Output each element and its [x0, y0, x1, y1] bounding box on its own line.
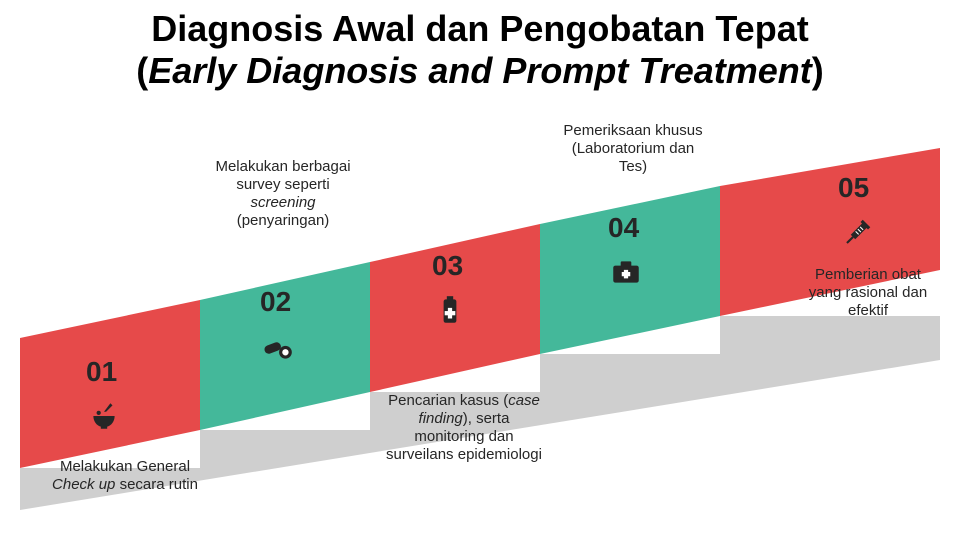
step-label-02: Melakukan berbagai survey seperti screen… [208, 158, 358, 230]
syringe-icon [836, 214, 876, 254]
mortar-pestle-icon [84, 396, 124, 436]
step-number-02: 02 [260, 286, 291, 318]
slide-container: Diagnosis Awal dan Pengobatan Tepat (Ear… [0, 0, 960, 540]
step-label-01: Melakukan General Check up secara rutin [50, 458, 200, 494]
step-label-03: Pencarian kasus (case finding), serta mo… [384, 392, 544, 464]
battery-plus-icon [430, 290, 470, 330]
step-number-03: 03 [432, 250, 463, 282]
step-number-05: 05 [838, 172, 869, 204]
step-label-04: Pemeriksaan khusus (Laboratorium dan Tes… [558, 122, 708, 176]
step-label-05: Pemberian obat yang rasional dan efektif [798, 266, 938, 320]
medkit-icon [606, 252, 646, 292]
pills-icon [258, 328, 298, 368]
step-number-01: 01 [86, 356, 117, 388]
step-number-04: 04 [608, 212, 639, 244]
